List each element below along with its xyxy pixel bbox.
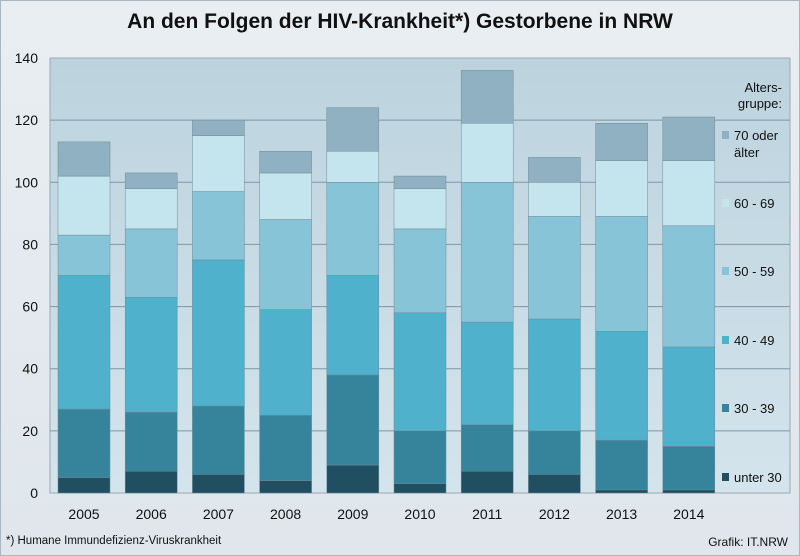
bar-segment (662, 489, 716, 494)
bar-segment (259, 219, 312, 310)
bar-segment (662, 346, 716, 447)
bar-segment (124, 188, 178, 230)
bar-segment (259, 415, 312, 481)
legend-label: 30 - 39 (734, 401, 774, 416)
footnote: *) Humane Immundefizienz-Viruskrankheit (6, 535, 222, 547)
legend-label: älter (734, 145, 760, 160)
bar-segment (326, 107, 380, 152)
bar-segment (595, 331, 648, 441)
x-tick-label: 2012 (539, 506, 570, 522)
credit: Grafik: IT.NRW (708, 535, 788, 549)
x-tick-label: 2007 (203, 506, 234, 522)
bar-segment (192, 405, 245, 475)
legend-swatch (722, 199, 729, 207)
bar-segment (326, 182, 380, 276)
y-tick-label: 20 (22, 423, 38, 439)
bar-segment (595, 439, 648, 491)
bar-segment (57, 275, 111, 410)
legend-swatch (722, 473, 729, 481)
y-tick-label: 80 (22, 236, 38, 252)
bar-segment (259, 150, 312, 174)
bar-segment (595, 489, 648, 494)
bar-segment (124, 471, 178, 494)
bar-segment (528, 157, 581, 183)
y-tick-label: 120 (15, 112, 39, 128)
bar-segment (259, 172, 312, 220)
legend-title: Alters- (744, 80, 782, 95)
bar-segment (662, 225, 716, 348)
legend-swatch (722, 336, 729, 344)
bar-segment (259, 309, 312, 416)
bar-segment (124, 228, 178, 298)
bar-segment (460, 70, 514, 124)
bar-segment (124, 297, 178, 413)
x-tick-label: 2006 (136, 506, 167, 522)
bar-segment (528, 216, 581, 320)
bar-segment (192, 119, 245, 136)
bar-segment (460, 471, 514, 494)
legend-label: 60 - 69 (734, 196, 774, 211)
legend-swatch (722, 267, 729, 275)
bar-segment (460, 182, 514, 323)
bar-segment (192, 135, 245, 192)
bar-segment (662, 446, 716, 491)
legend-swatch (722, 404, 729, 412)
bar-segment (393, 483, 447, 494)
bar-segment (192, 259, 245, 407)
x-tick-label: 2008 (270, 506, 301, 522)
bar-segment (259, 480, 312, 494)
bar-segment (393, 228, 447, 314)
y-tick-label: 0 (30, 485, 38, 501)
bar-segment (393, 175, 447, 189)
bar-segment (124, 411, 178, 472)
legend-title: gruppe: (738, 96, 782, 111)
y-tick-label: 60 (22, 299, 38, 315)
x-tick-label: 2005 (68, 506, 99, 522)
legend-label: 50 - 59 (734, 264, 774, 279)
y-tick-label: 40 (22, 361, 38, 377)
legend-label: 70 oder (734, 128, 779, 143)
bar-segment (57, 408, 111, 478)
bar-segment (57, 477, 111, 494)
bar-segment (528, 318, 581, 432)
legend-swatch (722, 131, 729, 139)
bar-segment (595, 216, 648, 332)
bar-segment (326, 464, 380, 494)
bar-segment (393, 430, 447, 484)
bar-segment (460, 424, 514, 472)
x-tick-label: 2009 (337, 506, 368, 522)
bar-segment (595, 160, 648, 217)
y-tick-label: 140 (15, 50, 39, 66)
bar-segment (192, 191, 245, 261)
y-tick-label: 100 (15, 174, 39, 190)
bar-segment (57, 175, 111, 236)
x-tick-label: 2010 (404, 506, 435, 522)
x-tick-label: 2011 (472, 506, 502, 522)
bar-segment (326, 275, 380, 376)
x-tick-label: 2014 (673, 506, 704, 522)
bar-segment (57, 141, 111, 177)
bar-segment (528, 430, 581, 475)
bar-segment (192, 474, 245, 494)
bar-segment (460, 123, 514, 183)
bar-segment (393, 312, 447, 432)
bar-segment (57, 234, 111, 276)
bar-segment (595, 123, 648, 161)
bar-segment (460, 321, 514, 425)
bar-segment (326, 374, 380, 466)
bar-segment (662, 160, 716, 227)
bar-segment (124, 172, 178, 189)
bar-segment (528, 474, 581, 494)
legend-label: unter 30 (734, 470, 782, 485)
bar-segment (393, 188, 447, 230)
legend-label: 40 - 49 (734, 333, 774, 348)
chart-title: An den Folgen der HIV-Krankheit*) Gestor… (127, 10, 673, 33)
bar-segment (326, 150, 380, 183)
x-tick-label: 2013 (606, 506, 637, 522)
bar-segment (662, 116, 716, 161)
bar-segment (528, 182, 581, 217)
